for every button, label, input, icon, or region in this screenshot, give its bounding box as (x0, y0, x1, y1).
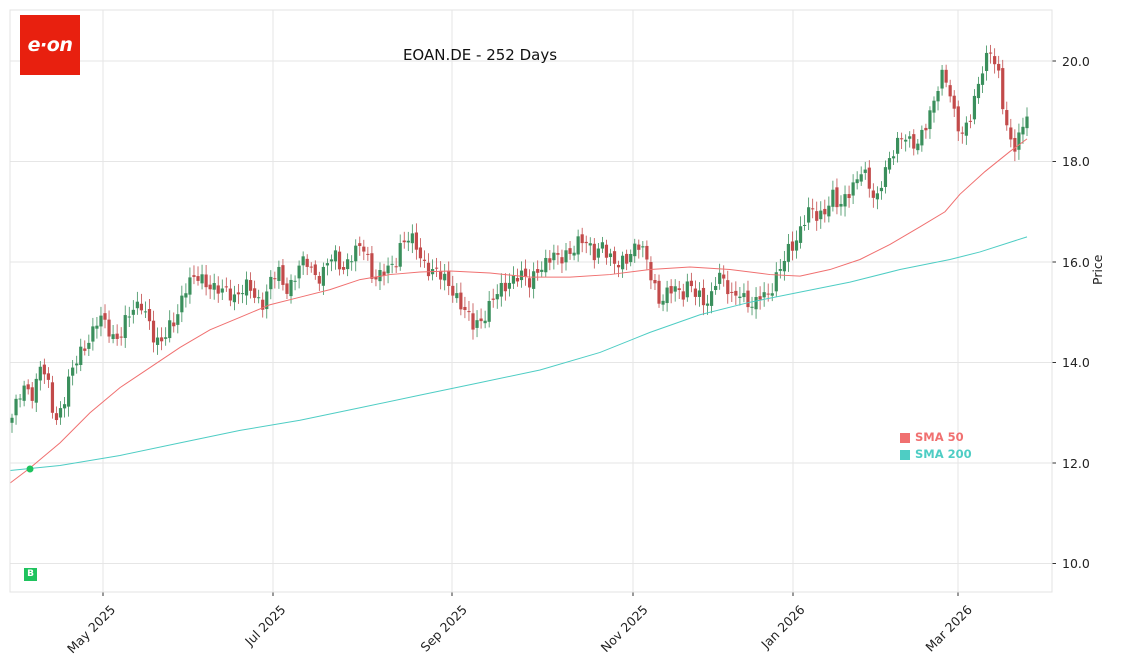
candlesticks (10, 44, 1029, 433)
y-axis-title: Price (1090, 254, 1105, 286)
plot-frame (9, 9, 1053, 593)
legend-item-sma200: SMA 200 (900, 446, 972, 463)
y-tick-label: 12.0 (1062, 456, 1090, 471)
logo-text: e·on (27, 34, 73, 56)
sma200-swatch-icon (900, 449, 910, 460)
chart-title: EOAN.DE - 252 Days (402, 46, 558, 64)
sma-lines (9, 138, 1028, 484)
sma50-swatch-icon (900, 432, 910, 443)
y-tick-label: 14.0 (1062, 355, 1090, 370)
buy-signal-marker: B (24, 568, 37, 581)
grid-lines (10, 10, 1056, 596)
y-tick-label: 10.0 (1062, 556, 1090, 571)
legend-label: SMA 50 (915, 430, 964, 444)
y-tick-label: 20.0 (1062, 54, 1090, 69)
y-tick-label: 16.0 (1062, 255, 1090, 270)
legend: SMA 50 SMA 200 (900, 429, 972, 463)
y-tick-label: 18.0 (1062, 154, 1090, 169)
legend-label: SMA 200 (915, 447, 972, 461)
eon-logo: e·on (20, 15, 80, 75)
legend-item-sma50: SMA 50 (900, 429, 972, 446)
